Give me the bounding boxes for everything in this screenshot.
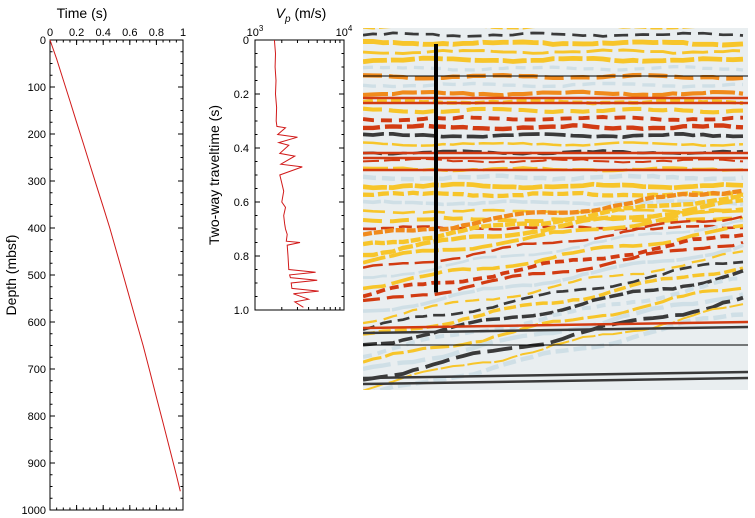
reflector — [363, 260, 744, 332]
reflector — [363, 276, 744, 359]
site-location-marker — [434, 44, 438, 293]
reflector — [363, 223, 744, 291]
depth-tick-label: 300 — [28, 176, 46, 188]
seismic-reflectors — [363, 16, 748, 390]
reflector — [363, 181, 744, 191]
depth-tick-label: 700 — [28, 364, 46, 376]
reflector — [363, 269, 744, 347]
seismic-panel — [363, 16, 748, 390]
reflector — [363, 215, 744, 269]
reflector — [363, 219, 744, 279]
reflector — [363, 123, 744, 132]
twt-tick-label: 0.8 — [234, 251, 249, 263]
reflector — [363, 207, 744, 265]
reflector — [363, 199, 744, 207]
reflector — [363, 141, 744, 147]
reflector — [363, 38, 744, 48]
reflector — [363, 240, 744, 303]
depth-tick-label: 100 — [28, 82, 46, 94]
time-tick-label: 0.6 — [122, 27, 137, 39]
vp-tick-label-max: 104 — [336, 24, 353, 39]
time-tick-label: 1 — [180, 27, 186, 39]
depth-tick-label: 0 — [40, 35, 46, 47]
reflector — [363, 286, 744, 364]
reflector — [363, 28, 696, 30]
vp-frame — [254, 39, 345, 311]
time-depth-curve — [49, 39, 181, 492]
reflector — [363, 295, 744, 382]
twt-tick-label: 0.2 — [234, 89, 249, 101]
depth-tick-label: 800 — [28, 411, 46, 423]
reflector — [363, 132, 744, 139]
reflector — [363, 266, 744, 336]
vp-subscript: p — [284, 14, 291, 25]
depth-tick-label: 1000 — [22, 505, 46, 517]
time-tick-label: 0.2 — [69, 27, 84, 39]
twt-tick-label: 0 — [243, 35, 249, 47]
twt-tick-label: 0.4 — [234, 143, 249, 155]
reflector — [363, 243, 744, 313]
vp-axis-label: Vp (m/s) — [276, 5, 327, 25]
vp-unit: (m/s) — [291, 5, 327, 21]
depth-tick-label: 500 — [28, 270, 46, 282]
reflector — [363, 292, 744, 372]
strong-reflector — [363, 376, 748, 386]
strong-reflector — [363, 320, 748, 330]
vp-symbol: V — [276, 5, 287, 21]
strong-reflector — [363, 370, 748, 380]
depth-tick-label: 200 — [28, 129, 46, 141]
velocity-panel: Vp (m/s) 103 104 0 0.2 0.4 0.6 0.8 1.0 Two-wa… — [206, 5, 353, 317]
time-depth-frame — [49, 39, 184, 511]
reflector — [363, 115, 744, 123]
twt-tick-label: 0.6 — [234, 197, 249, 209]
twt-ticks: 0 0.2 0.4 0.6 0.8 1.0 — [234, 35, 344, 317]
reflector — [363, 81, 744, 89]
depth-tick-label: 400 — [28, 223, 46, 235]
twt-tick-label: 1.0 — [234, 305, 249, 317]
depth-tick-label: 900 — [28, 458, 46, 470]
reflector — [363, 173, 744, 182]
time-axis-label: Time (s) — [57, 5, 108, 21]
reflector — [363, 188, 744, 237]
time-depth-panel: Time (s) 0 0.2 0.4 0.6 0.8 1 0 100 200 300 400 500… — [3, 5, 186, 517]
reflector — [363, 215, 744, 224]
vp-tick-label-min: 103 — [247, 24, 264, 39]
strong-reflector — [363, 325, 748, 335]
vp-log-ticks — [281, 40, 341, 310]
time-tick-label: 0.4 — [96, 27, 111, 39]
reflector — [363, 193, 744, 247]
reflector — [363, 72, 744, 81]
depth-tick-label: 600 — [28, 317, 46, 329]
reflector — [363, 106, 744, 115]
reflector — [363, 233, 744, 299]
reflector — [363, 65, 744, 72]
twt-axis-label: Two-way traveltime (s) — [206, 105, 222, 245]
time-tick-label: 0.8 — [149, 27, 164, 39]
vp-curve — [273, 39, 319, 308]
depth-axis-label: Depth (mbsf) — [3, 235, 19, 316]
reflector — [363, 31, 744, 38]
reflector — [363, 89, 744, 98]
time-ticks: 0 0.2 0.4 0.6 0.8 1 — [47, 27, 186, 510]
reflector — [363, 16, 743, 20]
depth-ticks: 0 100 200 300 400 500 600 700 800 900 1000 — [22, 35, 183, 517]
reflector — [363, 250, 744, 325]
reflector — [363, 198, 744, 258]
time-tick-label: 0 — [47, 27, 53, 39]
reflector — [363, 55, 744, 65]
